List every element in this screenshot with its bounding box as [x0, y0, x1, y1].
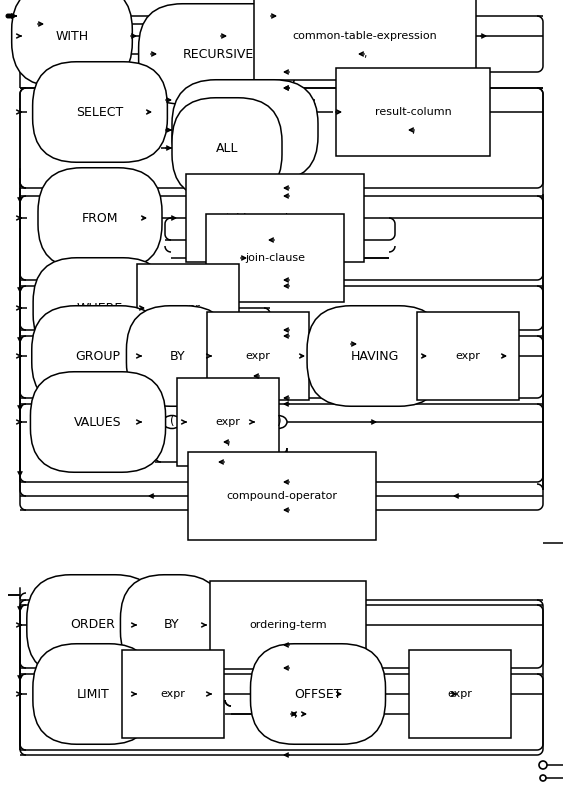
Text: GROUP: GROUP [75, 350, 120, 362]
Text: expr: expr [245, 351, 270, 361]
Text: expr: expr [160, 689, 185, 699]
Text: VALUES: VALUES [74, 416, 122, 428]
Text: ): ) [276, 416, 280, 428]
Text: BY: BY [170, 350, 186, 362]
Text: (: ( [169, 416, 175, 428]
Text: ordering-term: ordering-term [249, 620, 327, 630]
Text: join-clause: join-clause [245, 253, 305, 263]
Text: result-column: result-column [374, 107, 452, 117]
Text: ,: , [363, 49, 367, 59]
Circle shape [540, 775, 546, 781]
Text: ,: , [273, 235, 276, 245]
Ellipse shape [356, 48, 374, 60]
Circle shape [539, 761, 547, 769]
Text: ,: , [412, 125, 415, 135]
Ellipse shape [279, 638, 297, 652]
Text: WHERE: WHERE [77, 301, 123, 315]
Text: ORDER: ORDER [70, 619, 115, 631]
Circle shape [7, 13, 12, 18]
Text: RECURSIVE: RECURSIVE [182, 48, 253, 60]
Text: ,: , [293, 709, 297, 719]
Text: FROM: FROM [82, 212, 118, 224]
Text: expr: expr [176, 303, 200, 313]
Text: expr: expr [448, 689, 472, 699]
Text: OFFSET: OFFSET [294, 688, 342, 700]
Text: common-table-expression: common-table-expression [293, 31, 437, 41]
Text: BY: BY [164, 619, 180, 631]
Text: DISTINCT: DISTINCT [216, 124, 274, 136]
Ellipse shape [163, 416, 181, 428]
Ellipse shape [269, 416, 287, 428]
Ellipse shape [249, 370, 267, 382]
Text: LIMIT: LIMIT [77, 688, 109, 700]
Text: expr: expr [216, 417, 240, 427]
Text: ALL: ALL [216, 141, 238, 155]
Text: compound-operator: compound-operator [226, 491, 337, 501]
Text: SELECT: SELECT [77, 105, 124, 118]
Text: ,: , [256, 371, 260, 381]
Text: table-or-subquery: table-or-subquery [225, 213, 325, 223]
Ellipse shape [266, 233, 284, 247]
Ellipse shape [404, 124, 422, 136]
Text: HAVING: HAVING [351, 350, 399, 362]
Text: expr: expr [455, 351, 480, 361]
Text: ,: , [226, 437, 230, 447]
Text: ,: , [287, 640, 290, 650]
Ellipse shape [219, 435, 237, 449]
Ellipse shape [286, 707, 304, 721]
Text: WITH: WITH [55, 29, 88, 43]
Circle shape [6, 13, 11, 18]
